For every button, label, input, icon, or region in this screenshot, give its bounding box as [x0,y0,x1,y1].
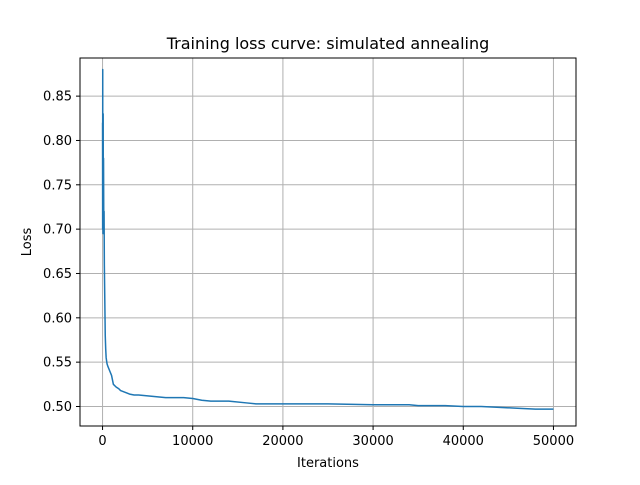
y-tick-label: 0.50 [43,400,72,415]
y-tick-label: 0.60 [43,311,72,326]
x-axis-label: Iterations [297,456,359,471]
y-tick-label: 0.85 [43,90,72,105]
x-tick-label: 10000 [172,434,213,449]
axis-ticks: 0 10000 20000 30000 40000 50000 0.50 0.55 0.60 0.… [43,90,574,449]
grid-lines [80,58,576,426]
series-layer [101,68,554,410]
y-tick-label: 0.55 [43,356,72,371]
y-tick-label: 0.75 [43,178,72,193]
x-tick-label: 30000 [352,434,393,449]
y-tick-label: 0.65 [43,267,72,282]
loss-series-line [101,68,554,410]
x-tick-label: 20000 [262,434,303,449]
x-tick-label: 0 [98,434,106,449]
plot-frame [79,57,577,427]
y-tick-label: 0.80 [43,134,72,149]
y-tick-label: 0.70 [43,223,72,238]
x-tick-label: 40000 [443,434,484,449]
x-tick-label: 50000 [533,434,574,449]
y-axis-label: Loss [20,228,35,257]
chart-title: Training loss curve: simulated annealing [166,34,490,53]
